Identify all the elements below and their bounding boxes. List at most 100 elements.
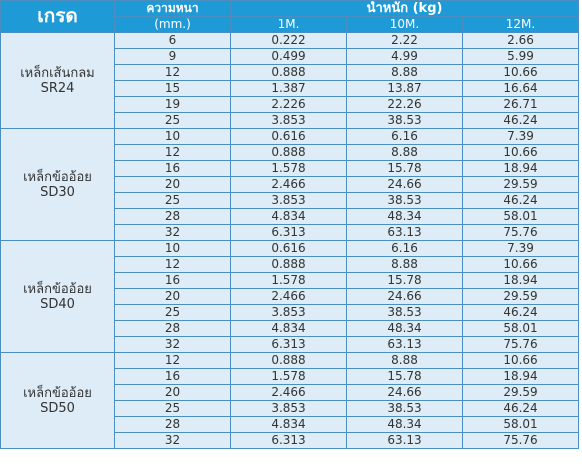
- grade-cell: เหล็กข้ออ้อย SD50: [0, 352, 115, 449]
- length-header-12m: 12M.: [462, 16, 579, 33]
- weight-1m-cell: 6.313: [230, 224, 347, 241]
- weight-10m-cell: 8.88: [346, 144, 463, 161]
- thickness-cell: 12: [114, 352, 231, 369]
- weight-10m-cell: 63.13: [346, 224, 463, 241]
- weight-1m-cell: 2.466: [230, 288, 347, 305]
- length-header-10m: 10M.: [346, 16, 463, 33]
- weight-12m-cell: 46.24: [462, 112, 579, 129]
- weight-10m-cell: 6.16: [346, 240, 463, 257]
- thickness-cell: 25: [114, 112, 231, 129]
- weight-1m-cell: 1.578: [230, 160, 347, 177]
- table-row: 20 2.466 24.66 29.59: [1, 176, 579, 193]
- weight-10m-cell: 4.99: [346, 48, 463, 65]
- weight-10m-cell: 15.78: [346, 272, 463, 289]
- grade-name: เหล็กเส้นกลม: [20, 65, 95, 81]
- thickness-cell: 20: [114, 288, 231, 305]
- weight-12m-cell: 7.39: [462, 128, 579, 145]
- header-row-1: เกรด ความหนา น้ำหนัก (kg): [0, 0, 579, 33]
- table-row: เหล็กข้ออ้อย SD50 12 0.888 8.88 10.66: [0, 352, 579, 449]
- table-row: 32 6.313 63.13 75.76: [1, 336, 579, 353]
- table-body: เหล็กเส้นกลม SR24 6 0.222 2.22 2.66 9 0.499 4.99…: [0, 32, 579, 449]
- weight-12m-cell: 10.66: [462, 352, 579, 369]
- thickness-cell: 10: [114, 128, 231, 145]
- weight-10m-cell: 24.66: [346, 288, 463, 305]
- thickness-cell: 19: [114, 96, 231, 113]
- weight-1m-cell: 3.853: [230, 304, 347, 321]
- weight-12m-cell: 75.76: [462, 432, 579, 449]
- table-row: 28 4.834 48.34 58.01: [1, 320, 579, 337]
- weight-1m-cell: 4.834: [230, 320, 347, 337]
- table-row: เหล็กเส้นกลม SR24 6 0.222 2.22 2.66: [0, 32, 579, 129]
- weight-10m-cell: 8.88: [346, 352, 463, 369]
- thickness-cell: 20: [114, 176, 231, 193]
- weight-10m-cell: 63.13: [346, 336, 463, 353]
- weight-1m-cell: 6.313: [230, 336, 347, 353]
- weight-1m-cell: 1.578: [230, 272, 347, 289]
- weight-1m-cell: 4.834: [230, 416, 347, 433]
- weight-1m-cell: 3.853: [230, 400, 347, 417]
- weight-1m-cell: 0.616: [230, 240, 347, 257]
- weight-12m-cell: 18.94: [462, 272, 579, 289]
- weight-1m-cell: 0.888: [230, 144, 347, 161]
- grade-code: SD30: [40, 184, 75, 200]
- weight-1m-cell: 4.834: [230, 208, 347, 225]
- table-row: 25 3.853 38.53 46.24: [1, 400, 579, 417]
- weight-10m-cell: 38.53: [346, 192, 463, 209]
- weight-12m-cell: 26.71: [462, 96, 579, 113]
- table-row: 16 1.578 15.78 18.94: [1, 368, 579, 385]
- weight-10m-cell: 38.53: [346, 304, 463, 321]
- weight-12m-cell: 10.66: [462, 64, 579, 81]
- table-row: 20 2.466 24.66 29.59: [1, 384, 579, 401]
- weight-12m-cell: 46.24: [462, 400, 579, 417]
- rebar-weight-table-container: เกรด ความหนา น้ำหนัก (kg) (mm.) 1M. 10M.…: [0, 0, 579, 449]
- weight-12m-cell: 58.01: [462, 320, 579, 337]
- weight-10m-cell: 2.22: [346, 32, 463, 49]
- thickness-cell: 25: [114, 192, 231, 209]
- thickness-cell: 16: [114, 160, 231, 177]
- weight-10m-cell: 8.88: [346, 256, 463, 273]
- weight-1m-cell: 0.888: [230, 64, 347, 81]
- thickness-cell: 32: [114, 224, 231, 241]
- weight-10m-cell: 15.78: [346, 160, 463, 177]
- weight-10m-cell: 48.34: [346, 208, 463, 225]
- table-row: 9 0.499 4.99 5.99: [1, 48, 579, 65]
- grade-code: SR24: [40, 80, 75, 96]
- thickness-cell: 12: [114, 64, 231, 81]
- thickness-cell: 20: [114, 384, 231, 401]
- weight-12m-cell: 75.76: [462, 224, 579, 241]
- grade-name: เหล็กข้ออ้อย: [23, 169, 92, 185]
- thickness-cell: 32: [114, 432, 231, 449]
- weight-12m-cell: 29.59: [462, 384, 579, 401]
- weight-1m-cell: 0.888: [230, 256, 347, 273]
- thickness-header: ความหนา: [114, 0, 231, 17]
- weight-12m-cell: 16.64: [462, 80, 579, 97]
- weight-12m-cell: 29.59: [462, 176, 579, 193]
- weight-12m-cell: 2.66: [462, 32, 579, 49]
- weight-10m-cell: 8.88: [346, 64, 463, 81]
- weight-10m-cell: 24.66: [346, 384, 463, 401]
- thickness-cell: 25: [114, 400, 231, 417]
- thickness-cell: 16: [114, 368, 231, 385]
- weight-12m-cell: 58.01: [462, 208, 579, 225]
- table-row: 28 4.834 48.34 58.01: [1, 208, 579, 225]
- weight-12m-cell: 46.24: [462, 304, 579, 321]
- weight-10m-cell: 38.53: [346, 400, 463, 417]
- weight-10m-cell: 24.66: [346, 176, 463, 193]
- thickness-cell: 6: [114, 32, 231, 49]
- thickness-cell: 32: [114, 336, 231, 353]
- table-row: เหล็กข้ออ้อย SD30 10 0.616 6.16 7.39: [0, 128, 579, 241]
- thickness-cell: 28: [114, 416, 231, 433]
- weight-12m-cell: 7.39: [462, 240, 579, 257]
- thickness-cell: 9: [114, 48, 231, 65]
- table-row: 12 0.888 8.88 10.66: [1, 64, 579, 81]
- weight-12m-cell: 5.99: [462, 48, 579, 65]
- weight-10m-cell: 15.78: [346, 368, 463, 385]
- grade-code: SD50: [40, 400, 75, 416]
- weight-1m-cell: 2.226: [230, 96, 347, 113]
- grade-cell: เหล็กข้ออ้อย SD30: [0, 128, 115, 241]
- grade-cell: เหล็กข้ออ้อย SD40: [0, 240, 115, 353]
- thickness-unit-header: (mm.): [114, 16, 231, 33]
- table-row: 25 3.853 38.53 46.24: [1, 304, 579, 321]
- weight-10m-cell: 48.34: [346, 416, 463, 433]
- weight-12m-cell: 46.24: [462, 192, 579, 209]
